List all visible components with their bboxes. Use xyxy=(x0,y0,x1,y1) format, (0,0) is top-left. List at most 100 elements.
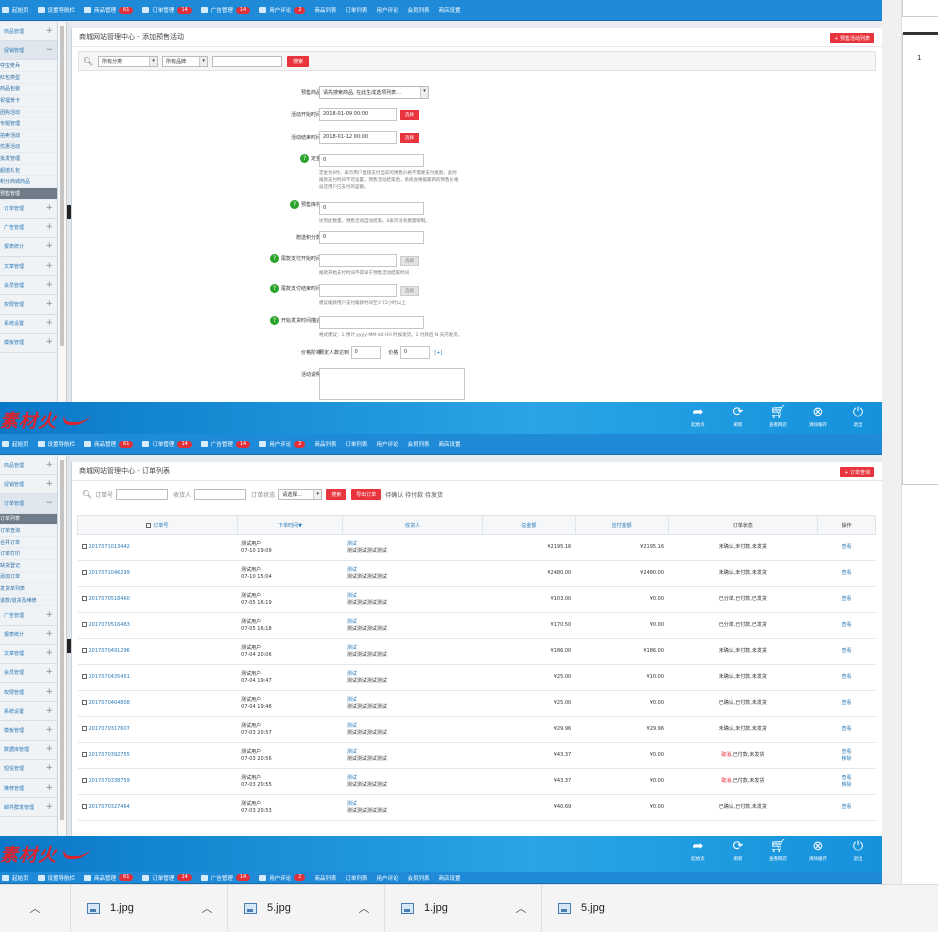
nav-item[interactable]: 用户评论 2 xyxy=(259,874,306,882)
nav-item[interactable]: 订单管理 14 xyxy=(142,440,192,448)
sidebar-group[interactable]: 会员管理 + xyxy=(0,276,57,296)
header-button[interactable]: ⟳ 刷新 xyxy=(718,404,758,428)
nav-item[interactable]: 设置导航栏 xyxy=(37,6,75,14)
consignee-link[interactable]: 测试 xyxy=(346,644,357,651)
consignee-input[interactable] xyxy=(194,488,247,500)
sidebar-subitem[interactable]: 缺货登记 xyxy=(0,560,57,572)
sidebar-subitem[interactable]: 合并订单 xyxy=(0,537,57,549)
consignee-link[interactable]: 测试 xyxy=(346,566,357,573)
desc-textarea[interactable] xyxy=(319,368,465,400)
ladder-add-link[interactable]: [+] xyxy=(434,350,443,356)
sidebar-subitem[interactable]: 批发管理 xyxy=(0,153,57,165)
view-link[interactable]: 查看 xyxy=(841,774,852,781)
pay-end-input[interactable] xyxy=(319,284,397,297)
header-button[interactable]: ⏻ 退出 xyxy=(838,838,878,862)
order-no-link[interactable]: 2017070327464 xyxy=(88,804,130,810)
remove-link[interactable]: 移除 xyxy=(841,781,852,788)
order-no-link[interactable]: 2017070338759 xyxy=(88,778,130,784)
sidebar-subitem[interactable]: 发货单列表 xyxy=(0,583,57,595)
sidebar-group[interactable]: 模板管理 + xyxy=(0,721,57,741)
sidebar-group[interactable]: 数据库管理 + xyxy=(0,741,57,760)
sidebar-group[interactable]: 模板管理 + xyxy=(0,334,57,353)
order-no-link[interactable]: 2017070516483 xyxy=(88,622,130,628)
sidebar-subitem[interactable]: 商品包装 xyxy=(0,84,57,96)
row-checkbox[interactable] xyxy=(81,596,87,601)
header-button[interactable]: ➦ 起始页 xyxy=(678,404,718,428)
nav-item[interactable]: 广告管理 14 xyxy=(200,440,251,448)
download-item[interactable]: 1.jpg ︿ xyxy=(384,884,541,932)
nav-item[interactable]: 订单管理 14 xyxy=(142,874,192,882)
order-no-link[interactable]: 2017070491296 xyxy=(88,648,130,654)
brand-select[interactable]: 所有品牌 ▾ xyxy=(162,55,209,67)
chevron-up-icon[interactable]: ︿ xyxy=(358,902,370,915)
order-no-link[interactable]: 2017070518460 xyxy=(88,596,130,602)
sidebar-group[interactable]: 促销管理 + xyxy=(0,475,57,495)
sidebar-toggle[interactable] xyxy=(67,22,71,402)
start-time-choose-button[interactable]: 选择 xyxy=(400,109,419,120)
sidebar-subitem[interactable]: 夺宝奇兵 xyxy=(0,60,57,72)
sidebar-subitem[interactable]: 退款/退货及维修 xyxy=(0,595,57,607)
status-select[interactable]: 请选择... ▾ xyxy=(278,488,323,500)
sidebar-group[interactable]: 订单管理 − xyxy=(0,494,57,514)
row-checkbox[interactable] xyxy=(81,544,87,549)
view-link[interactable]: 查看 xyxy=(841,622,852,628)
nav-item[interactable]: 订单列表 xyxy=(345,874,367,882)
order-no-link[interactable]: 2017070392755 xyxy=(88,752,130,758)
consignee-link[interactable]: 测试 xyxy=(346,540,357,547)
sidebar-subitem[interactable]: 优惠活动 xyxy=(0,142,57,154)
sidebar-group[interactable]: 权限管理 + xyxy=(0,683,57,703)
view-link[interactable]: 查看 xyxy=(841,570,852,576)
nav-item[interactable]: 订单列表 xyxy=(345,440,367,448)
sidebar-group[interactable]: 广告管理 + xyxy=(0,219,57,238)
consignee-link[interactable]: 测试 xyxy=(346,592,357,599)
sidebar-group[interactable]: 推荐管理 + xyxy=(0,779,57,799)
download-item[interactable]: 5.jpg xyxy=(541,884,698,932)
column-header[interactable]: 收货人 xyxy=(342,515,483,535)
export-button[interactable]: 导出订单 xyxy=(351,488,382,500)
sidebar-subitem[interactable]: 订单列表 xyxy=(0,513,57,526)
category-select[interactable]: 所有分类 ▾ xyxy=(98,55,159,67)
view-link[interactable]: 查看 xyxy=(841,596,852,602)
pay-start-input[interactable] xyxy=(319,254,397,267)
goods-select[interactable]: 请先搜索商品, 在此生成选项列表... ▾ xyxy=(319,86,429,99)
nav-item[interactable]: 用户评论 xyxy=(376,874,398,882)
view-link[interactable]: 查看 xyxy=(841,748,852,755)
column-header[interactable]: 订单号 xyxy=(77,515,238,535)
remove-link[interactable]: 移除 xyxy=(841,755,852,762)
row-checkbox[interactable] xyxy=(81,622,87,627)
download-item[interactable]: 5.jpg ︿ xyxy=(227,884,384,932)
nav-item[interactable]: 商品管理 61 xyxy=(84,440,134,448)
order-no-link[interactable]: 2017070317607 xyxy=(88,726,130,732)
column-header[interactable]: 操作 xyxy=(817,515,876,535)
sidebar-toggle[interactable] xyxy=(67,456,71,836)
nav-item[interactable]: 商品列表 xyxy=(314,874,336,882)
nav-item[interactable]: 用户评论 2 xyxy=(259,440,306,448)
consignee-link[interactable]: 测试 xyxy=(346,696,357,703)
row-checkbox[interactable] xyxy=(81,570,87,575)
nav-item[interactable]: 起始页 xyxy=(2,6,29,14)
column-header[interactable]: 订单状态 xyxy=(667,515,819,535)
chevron-up-icon[interactable]: ︿ xyxy=(29,902,41,915)
view-link[interactable]: 查看 xyxy=(841,700,852,706)
order-no-link[interactable]: 2017071046299 xyxy=(88,570,130,576)
presale-list-button[interactable]: + 预售活动列表 xyxy=(830,33,874,43)
consignee-link[interactable]: 测试 xyxy=(346,722,357,729)
sidebar-group[interactable]: 商品管理 + xyxy=(0,456,57,476)
view-link[interactable]: 查看 xyxy=(841,804,852,810)
chevron-up-icon[interactable]: ︿ xyxy=(201,902,213,915)
view-link[interactable]: 查看 xyxy=(841,674,852,680)
sidebar-group[interactable]: 文章管理 + xyxy=(0,257,57,277)
nav-item[interactable]: 会员列表 xyxy=(407,440,429,448)
sidebar-subitem[interactable]: 红包类型 xyxy=(0,72,57,84)
sidebar-group[interactable]: 邮件群发管理 + xyxy=(0,798,57,818)
nav-item[interactable]: 商品列表 xyxy=(314,6,336,14)
nav-item[interactable]: 会员列表 xyxy=(407,6,429,14)
consignee-link[interactable]: 测试 xyxy=(346,748,357,755)
nav-item[interactable]: 起始页 xyxy=(2,440,29,448)
ladder-count-input[interactable]: 0 xyxy=(350,346,381,359)
consignee-link[interactable]: 测试 xyxy=(346,774,357,781)
select-all-checkbox[interactable] xyxy=(146,522,152,528)
nav-item[interactable]: 商品管理 61 xyxy=(84,6,134,14)
consignee-link[interactable]: 测试 xyxy=(346,670,357,677)
sidebar-group[interactable]: 文章管理 + xyxy=(0,645,57,664)
